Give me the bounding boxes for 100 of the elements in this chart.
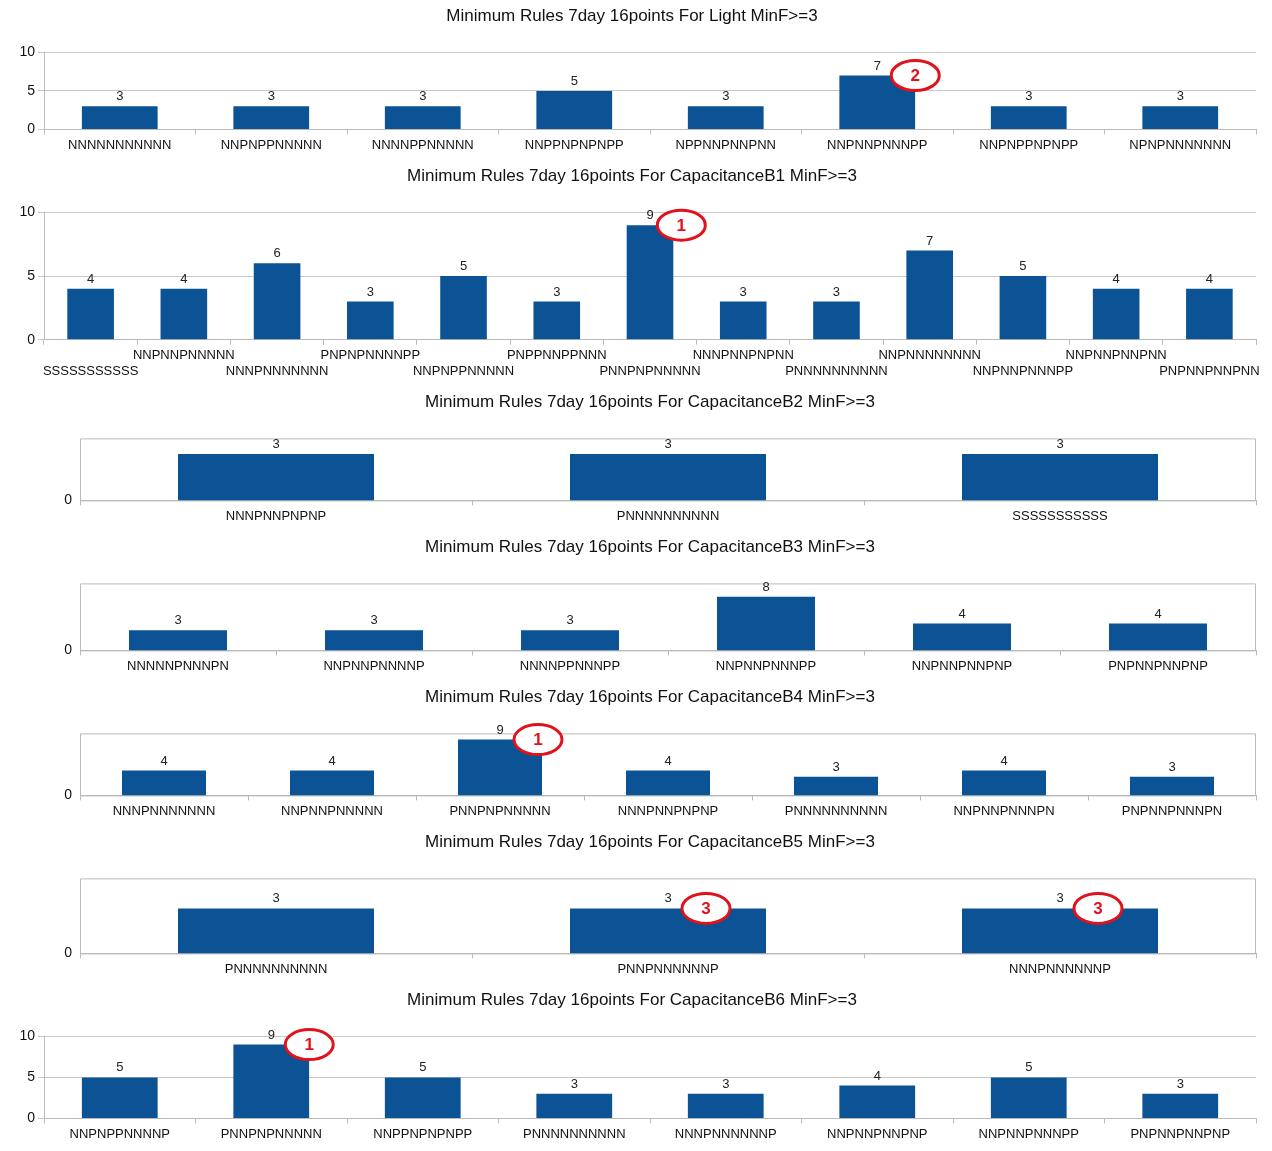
x-tick-label: PNPNNPNNPNN: [1159, 362, 1260, 378]
bar: [990, 1077, 1067, 1118]
x-tick-label: PNNNNNNNNNN: [784, 802, 888, 818]
x-tick-label: NNNPNNPNPNP: [225, 507, 327, 523]
y-tick-label: 10: [19, 203, 36, 220]
bar: [1186, 288, 1233, 340]
bar: [384, 1077, 461, 1118]
data-label: 3: [370, 612, 378, 628]
data-label: 4: [160, 752, 168, 768]
data-label: 3: [722, 1075, 730, 1091]
bar: [999, 276, 1047, 340]
y-tick-label: 5: [27, 266, 36, 283]
data-label: 3: [1056, 435, 1064, 451]
x-tick-label: PNNPNPNNNNN: [449, 802, 551, 818]
bar: [384, 106, 461, 129]
chart-title: Minimum Rules 7day 16points For Light MinF>=3: [446, 5, 818, 25]
x-tick-label: NNPNPPNNNNN: [220, 136, 322, 152]
x-tick-label: SSSSSSSSSSS: [1012, 507, 1109, 523]
chart-title: Minimum Rules 7day 16points For CapacitanceB6 MinF>=3: [407, 989, 857, 1009]
x-tick-label: NNPNNNNNNNN: [878, 347, 981, 363]
data-label: 8: [762, 578, 770, 594]
x-tick-label: NNPNPPNPNPP: [979, 136, 1079, 152]
data-label: 3: [267, 88, 275, 104]
data-label: 4: [87, 270, 95, 286]
x-tick-label: PNNPNPNNNNN: [599, 362, 701, 378]
chart-title: Minimum Rules 7day 16points For CapacitanceB1 MinF>=3: [407, 165, 857, 185]
x-tick-label: NNPNNPNNNNN: [132, 347, 235, 363]
bar: [719, 301, 767, 340]
bar: [1142, 106, 1219, 129]
data-label: 4: [1154, 605, 1162, 621]
bar: [440, 276, 487, 340]
x-tick-label: PNPNNPNNPNP: [1130, 1125, 1231, 1141]
x-tick-label: SSSSSSSSSSS: [42, 362, 139, 378]
x-tick-label: NNNNPPNNNNN: [371, 136, 474, 152]
x-tick-label: NNNNNPNNNPN: [127, 657, 229, 673]
data-label: 3: [116, 88, 124, 104]
x-tick-label: NPPNNPNNPNN: [675, 136, 776, 152]
x-tick-label: PNNNNNNNNNN: [785, 362, 888, 378]
data-label: 7: [873, 57, 881, 73]
x-tick-label: NNNPNNNNNNP: [1009, 960, 1111, 976]
data-label: 5: [570, 72, 578, 88]
bar: [906, 250, 953, 340]
chart-title: Minimum Rules 7day 16points For CapacitanceB4 MinF>=3: [425, 686, 875, 706]
bar: [233, 106, 310, 129]
x-tick-label: NNNPNNNNNNN: [112, 802, 216, 818]
bar: [81, 1077, 158, 1118]
data-label: 5: [459, 258, 468, 274]
y-tick-label: 0: [27, 330, 36, 347]
data-label: 3: [272, 435, 280, 451]
data-label: 3: [174, 612, 182, 628]
y-tick-label: 0: [27, 120, 36, 137]
annotation: 3: [701, 899, 711, 919]
x-tick-label: PNNPNPNNNNN: [220, 1125, 322, 1141]
bar: [839, 1085, 916, 1118]
x-tick-label: NNPNNPNNPNP: [911, 657, 1013, 673]
data-label: 3: [722, 88, 730, 104]
x-tick-label: NPNPNNNNNNN: [1129, 136, 1232, 152]
bar: [1092, 288, 1140, 340]
x-tick-label: PNNPNNNNNNP: [617, 960, 719, 976]
chart-title: Minimum Rules 7day 16points For CapacitanceB3 MinF>=3: [425, 536, 875, 556]
y-tick-label: 0: [27, 1109, 36, 1126]
data-label: 4: [958, 605, 966, 621]
bar: [253, 263, 301, 340]
chart-title: Minimum Rules 7day 16points For CapacitanceB2 MinF>=3: [425, 391, 875, 411]
data-label: 3: [419, 88, 427, 104]
data-label: 3: [664, 890, 672, 906]
data-label: 3: [553, 283, 561, 299]
data-label: 5: [419, 1059, 427, 1075]
bar: [533, 301, 581, 340]
annotation: 2: [910, 66, 920, 86]
data-label: 3: [1056, 890, 1064, 906]
annotation: 3: [1093, 899, 1103, 919]
x-tick-label: NNPNPPNNNNN: [412, 362, 515, 378]
x-tick-label: NNNNPPNNNPP: [519, 657, 621, 673]
text: 0: [64, 491, 73, 508]
x-tick-label: NNPPNPNPNPP: [524, 136, 624, 152]
x-tick-label: NNPNNPNNNNN: [281, 802, 383, 818]
x-tick-label: NNPNNPNNNPP: [978, 1125, 1079, 1141]
data-label: 4: [1205, 270, 1213, 286]
bar: [81, 106, 158, 129]
x-tick-label: NNPNNPNNNPP: [972, 362, 1074, 378]
data-label: 4: [873, 1067, 881, 1083]
data-label: 3: [272, 890, 280, 906]
data-label: 9: [646, 207, 654, 223]
x-tick-label: NNPNNPNNNPN: [953, 802, 1055, 818]
y-tick-label: 10: [19, 43, 36, 60]
data-label: 3: [1176, 88, 1184, 104]
data-label: 3: [1168, 758, 1176, 774]
x-tick-label: PNNNNNNNNNN: [224, 960, 328, 976]
data-label: 5: [1025, 1059, 1033, 1075]
x-tick-label: NNPNNPNNNPP: [827, 136, 928, 152]
x-tick-label: NNPNNPNNPNN: [1065, 347, 1167, 363]
annotation: 1: [533, 730, 543, 750]
data-label: 3: [832, 758, 840, 774]
y-tick-label: 10: [19, 1027, 36, 1044]
x-tick-label: PNPPNNPPNNN: [506, 347, 607, 363]
data-label: 9: [267, 1026, 275, 1042]
data-label: 4: [328, 752, 336, 768]
data-label: 3: [832, 283, 841, 299]
x-tick-label: NNNNNNNNNNN: [68, 136, 172, 152]
